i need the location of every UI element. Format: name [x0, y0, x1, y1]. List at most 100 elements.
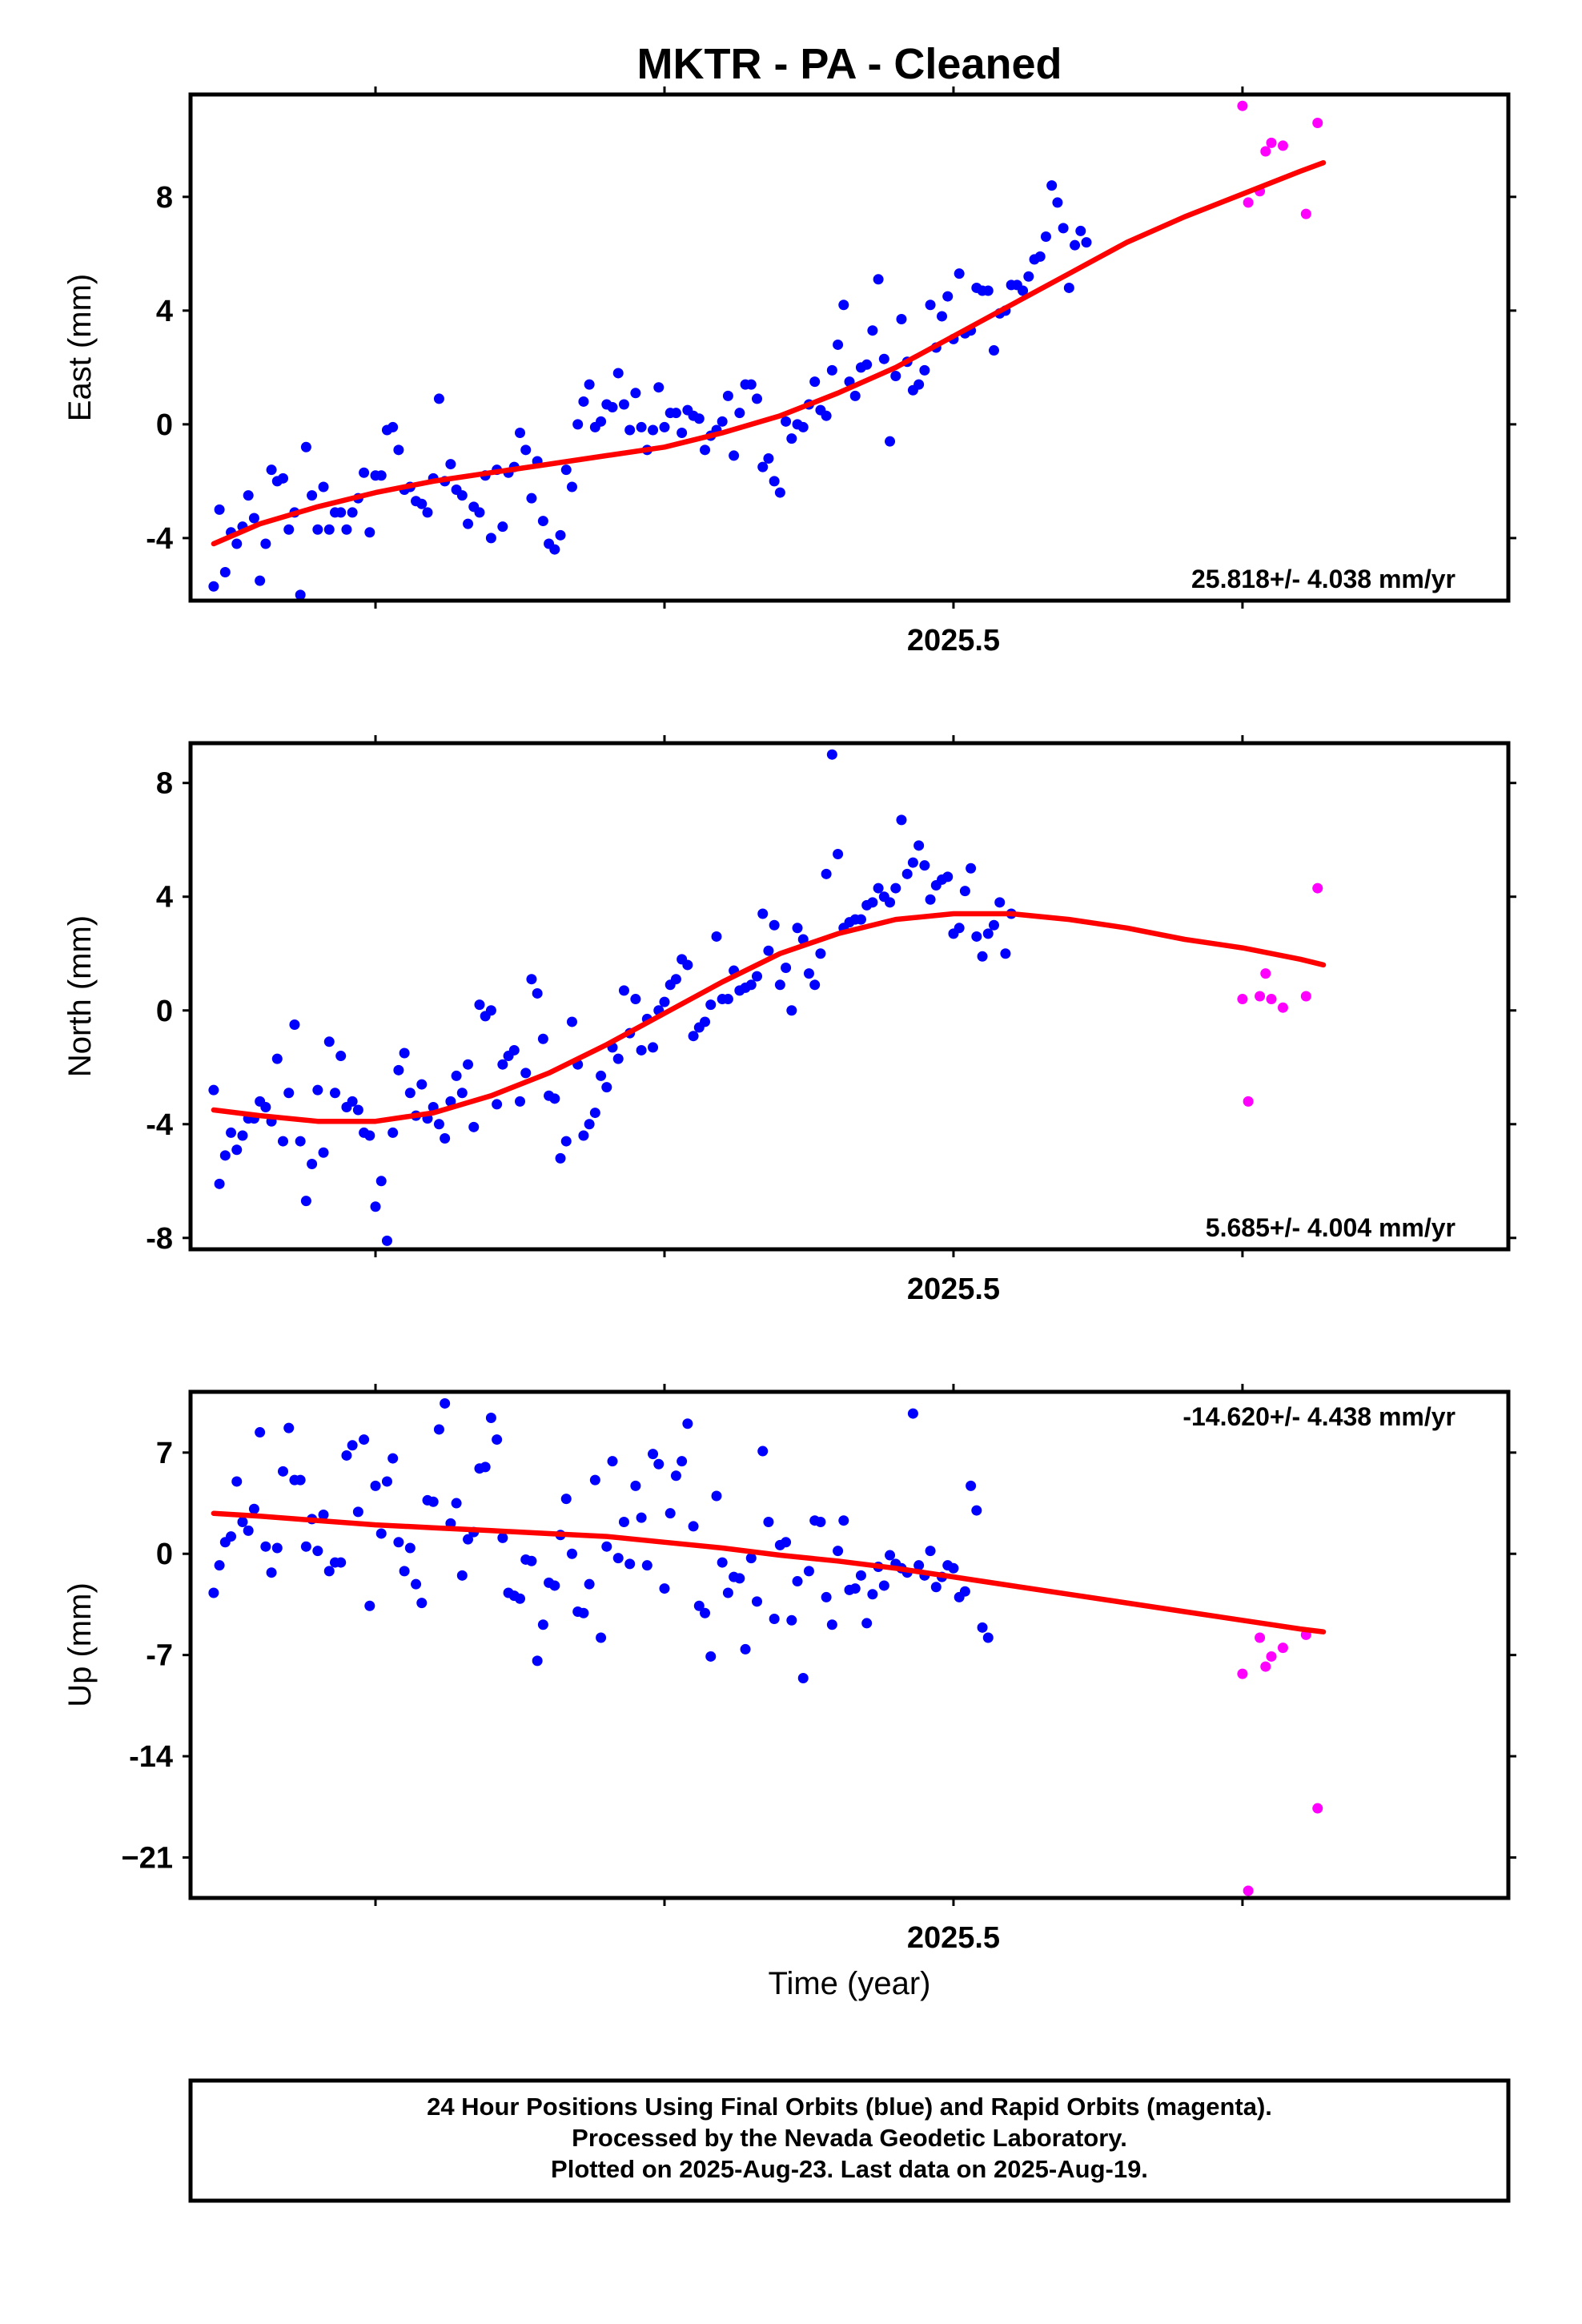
final-orbit-point: [821, 868, 832, 879]
final-orbit-point: [873, 883, 884, 894]
final-orbit-point: [826, 364, 837, 376]
final-orbit-point: [740, 1643, 751, 1655]
final-orbit-point: [537, 516, 548, 527]
rapid-orbit-point: [1237, 994, 1248, 1005]
final-orbit-point: [226, 1531, 237, 1542]
y-tick-label: 7: [156, 1437, 173, 1470]
rapid-orbit-point: [1243, 1885, 1254, 1896]
final-orbit-point: [226, 1127, 237, 1138]
plot-frame: [188, 1389, 1511, 1900]
final-orbit-point: [422, 507, 433, 518]
final-orbit-point: [584, 379, 595, 390]
final-orbit-point: [833, 848, 844, 859]
final-orbit-point: [214, 1178, 225, 1189]
final-orbit-point: [312, 524, 323, 535]
final-orbit-point: [786, 1614, 797, 1626]
y-tick-label: -4: [146, 1108, 173, 1142]
final-orbit-point: [520, 1068, 532, 1079]
rapid-orbit-point: [1260, 146, 1271, 157]
final-orbit-point: [966, 1480, 977, 1491]
final-orbit-point: [885, 897, 896, 908]
final-orbit-point: [607, 1456, 618, 1467]
final-orbit-point: [636, 1512, 647, 1523]
final-orbit-point: [925, 300, 936, 311]
final-orbit-point: [278, 1136, 289, 1147]
y-tick-label: 4: [156, 295, 173, 328]
rapid-orbit-point: [1243, 1096, 1254, 1107]
final-orbit-point: [682, 1418, 693, 1429]
final-orbit-point: [890, 883, 901, 894]
final-orbit-point: [283, 1422, 295, 1433]
final-orbit-point: [885, 1550, 896, 1561]
final-orbit-point: [781, 962, 792, 973]
final-orbit-point: [896, 313, 907, 324]
final-orbit-point: [630, 388, 641, 399]
final-orbit-point: [1075, 225, 1086, 236]
final-orbit-point: [648, 424, 659, 436]
final-orbit-point: [255, 1427, 266, 1438]
final-orbit-point: [283, 524, 295, 535]
final-orbit-point: [792, 1576, 803, 1587]
final-orbit-point: [335, 1051, 347, 1062]
final-orbit-point: [717, 1557, 728, 1568]
final-orbit-point: [497, 1059, 508, 1070]
final-orbit-point: [809, 376, 821, 388]
final-orbit-point: [295, 1474, 306, 1486]
final-orbit-point: [260, 1541, 271, 1552]
final-orbit-point: [734, 408, 745, 419]
final-orbit-point: [526, 1555, 537, 1566]
final-orbit-point: [456, 1570, 468, 1581]
final-orbit-point: [526, 493, 537, 504]
final-orbit-point: [381, 1235, 392, 1246]
final-orbit-point: [497, 521, 508, 533]
final-orbit-point: [307, 1158, 318, 1169]
final-orbit-point: [283, 1088, 295, 1099]
y-tick-label: 8: [156, 767, 173, 801]
final-orbit-point: [948, 1562, 959, 1574]
final-orbit-point: [416, 498, 428, 509]
final-orbit-point: [381, 1476, 392, 1487]
final-orbit-point: [307, 490, 318, 501]
final-orbit-point: [549, 1093, 560, 1104]
y-axis-label: Up (mm): [62, 1582, 98, 1707]
final-orbit-point: [537, 1033, 548, 1044]
y-tick-label: -8: [146, 1222, 173, 1256]
velocity-rate-label: -14.620+/- 4.438 mm/yr: [1182, 1402, 1456, 1431]
final-orbit-point: [937, 311, 948, 322]
final-orbit-point: [913, 379, 925, 390]
final-orbit-point: [440, 1397, 451, 1409]
final-orbit-point: [468, 1121, 480, 1132]
final-orbit-point: [907, 1408, 918, 1419]
final-orbit-point: [364, 527, 375, 538]
final-orbit-point: [589, 1108, 600, 1119]
final-orbit-point: [578, 1607, 589, 1618]
final-orbit-point: [722, 1587, 733, 1598]
final-orbit-point: [359, 467, 370, 478]
final-orbit-point: [971, 1505, 982, 1516]
final-orbit-point: [440, 1133, 451, 1144]
final-orbit-point: [1023, 271, 1034, 282]
final-orbit-point: [781, 1537, 792, 1548]
final-orbit-point: [300, 1541, 311, 1552]
final-orbit-point: [508, 1044, 520, 1055]
final-orbit-point: [341, 524, 352, 535]
final-orbit-point: [445, 1096, 456, 1107]
final-orbit-point: [913, 1560, 925, 1571]
final-orbit-point: [347, 507, 358, 518]
final-orbit-point: [648, 1449, 659, 1460]
final-orbit-point: [596, 1632, 607, 1643]
rapid-orbit-point: [1266, 994, 1277, 1005]
final-orbit-point: [433, 1424, 444, 1435]
final-orbit-point: [774, 487, 785, 498]
final-orbit-point: [555, 529, 566, 541]
final-orbit-point: [555, 1152, 566, 1164]
final-orbit-point: [515, 1593, 525, 1604]
final-orbit-point: [243, 490, 254, 501]
final-orbit-point: [341, 1449, 352, 1461]
final-orbit-point: [693, 1600, 705, 1611]
final-orbit-point: [722, 994, 733, 1005]
final-orbit-point: [982, 1632, 994, 1643]
final-orbit-point: [751, 971, 762, 982]
final-orbit-point: [907, 857, 918, 868]
plot-frame: [188, 741, 1511, 1252]
